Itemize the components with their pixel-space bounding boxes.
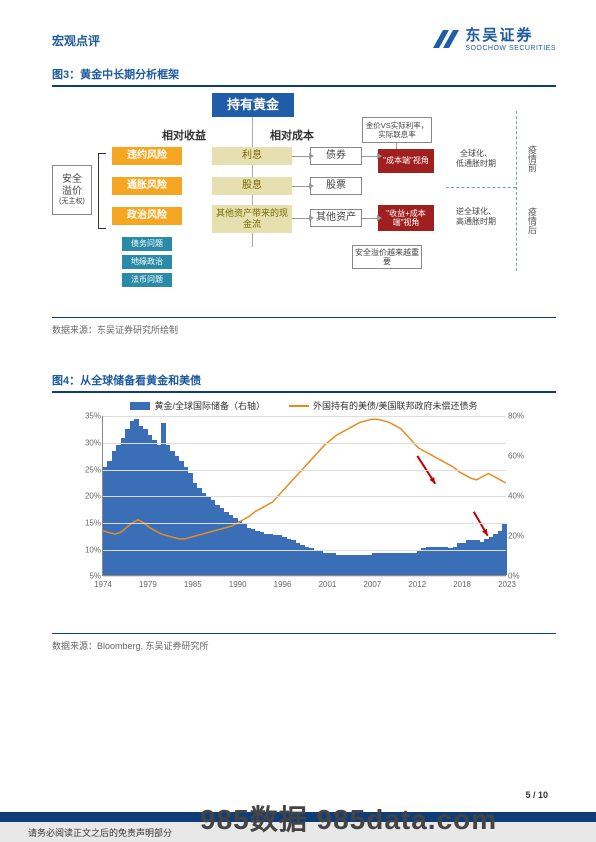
swatch-bar-icon [130, 402, 150, 410]
node-cost-interest: 利息 [212, 147, 292, 165]
node-risk-political: 政治风险 [112, 207, 182, 225]
chart-area: 5%10%15%20%25%30%35%0%20%40%60%80%197419… [74, 416, 534, 596]
chart-legend: 黄金/全球国际储备（右轴） 外国持有的美债/美国联邦政府未偿还债务 [52, 399, 556, 412]
y-right-tick: 60% [508, 452, 534, 461]
report-category: 宏观点评 [52, 32, 100, 49]
node-note-bottom: 安全溢价越来越重要 [352, 245, 422, 269]
x-tick: 1985 [184, 580, 202, 589]
figure-4-source: 数据来源：Bloomberg, 东吴证券研究所 [52, 634, 556, 652]
page-header: 宏观点评 东吴证券 SOOCHOW SECURITIES [0, 0, 596, 60]
brand-name-en: SOOCHOW SECURITIES [465, 45, 556, 53]
node-lens-cost: "成本端"视角 [378, 149, 434, 173]
figure-3-diagram: 持有黄金 相对收益 相对成本 安全 溢价 (无主权) 违约风险 通胀风险 政治风… [52, 87, 556, 317]
node-asset-bond: 债券 [310, 147, 362, 165]
arrow-icon [292, 186, 310, 187]
bracket-icon [98, 153, 106, 229]
x-tick: 1990 [229, 580, 247, 589]
arrow-icon [362, 156, 378, 157]
y-left-tick: 35% [75, 412, 101, 421]
safety-l2: 溢价 [62, 186, 82, 198]
node-sub-debt: 债务问题 [122, 237, 172, 251]
x-tick: 2018 [453, 580, 471, 589]
vlabel-pre: 疫情前 [526, 145, 539, 172]
arrow-icon [396, 143, 397, 149]
dashed-line [446, 187, 516, 188]
y-right-tick: 20% [508, 532, 534, 541]
node-sub-fiat: 法币问题 [122, 273, 172, 287]
figure-4-title: 图4：从全球储备看黄金和美债 [52, 366, 556, 391]
y-left-tick: 15% [75, 518, 101, 527]
y-left-tick: 20% [75, 492, 101, 501]
logo-mark-icon [431, 28, 459, 52]
brand-logo: 东吴证券 SOOCHOW SECURITIES [431, 28, 556, 52]
node-risk-default: 违约风险 [112, 147, 182, 165]
x-tick: 1979 [139, 580, 157, 589]
node-safety-premium: 安全 溢价 (无主权) [52, 165, 92, 215]
legend-line: 外国持有的美债/美国联邦政府未偿还债务 [289, 399, 478, 412]
plot-area: 5%10%15%20%25%30%35%0%20%40%60%80%197419… [102, 416, 506, 576]
figure-4-section: 图4：从全球储备看黄金和美债 黄金/全球国际储备（右轴） 外国持有的美债/美国联… [52, 366, 556, 652]
node-sub-geopolitics: 地缘政治 [122, 255, 172, 269]
col-relative-return: 相对收益 [162, 127, 206, 143]
watermark: 985数据 985data.com [200, 798, 497, 838]
x-tick: 2023 [498, 580, 516, 589]
col-relative-cost: 相对成本 [270, 127, 314, 143]
node-cost-dividend: 股息 [212, 177, 292, 195]
x-tick: 1974 [94, 580, 112, 589]
y-left-tick: 10% [75, 545, 101, 554]
figure-3-source: 数据来源：东吴证券研究所绘制 [52, 318, 556, 336]
arrow-icon [362, 218, 378, 219]
node-cost-other-cf: 其他资产带来的现金流 [212, 205, 292, 233]
x-tick: 2007 [363, 580, 381, 589]
node-note-top: 金价VS实际利率，实际联息率 [362, 117, 432, 143]
y-right-tick: 40% [508, 492, 534, 501]
figure-3-section: 图3：黄金中长期分析框架 持有黄金 相对收益 相对成本 安全 溢价 (无主权) … [52, 60, 556, 336]
safety-l1: 安全 [62, 174, 82, 186]
swatch-line-icon [289, 405, 309, 407]
node-root: 持有黄金 [212, 93, 294, 117]
era-2: 逆全球化、高通胀时期 [448, 207, 504, 226]
disclaimer: 请务必阅读正文之后的免责声明部分 [28, 826, 172, 839]
node-asset-other: 其他资产 [310, 209, 362, 227]
node-asset-equity: 股票 [310, 177, 362, 195]
figure-3-title: 图3：黄金中长期分析框架 [52, 60, 556, 85]
era-1: 全球化、低通胀时期 [448, 149, 504, 168]
node-risk-inflation: 通胀风险 [112, 177, 182, 195]
x-tick: 2001 [319, 580, 337, 589]
page-number: 5 / 10 [525, 790, 548, 800]
brand-name-cn: 东吴证券 [465, 28, 556, 45]
figure-4-chart: 黄金/全球国际储备（右轴） 外国持有的美债/美国联邦政府未偿还债务 5%10%1… [52, 393, 556, 633]
y-right-tick: 80% [508, 412, 534, 421]
legend-bar: 黄金/全球国际储备（右轴） [130, 399, 265, 412]
dashed-line [516, 111, 517, 271]
node-lens-both: "收益+成本端"视角 [378, 205, 434, 231]
y-left-tick: 25% [75, 465, 101, 474]
arrow-icon [292, 218, 310, 219]
y-left-tick: 30% [75, 438, 101, 447]
x-tick: 2012 [408, 580, 426, 589]
vlabel-post: 疫情后 [526, 207, 539, 234]
x-tick: 1996 [274, 580, 292, 589]
arrow-icon [292, 156, 310, 157]
safety-sub: (无主权) [59, 198, 85, 206]
